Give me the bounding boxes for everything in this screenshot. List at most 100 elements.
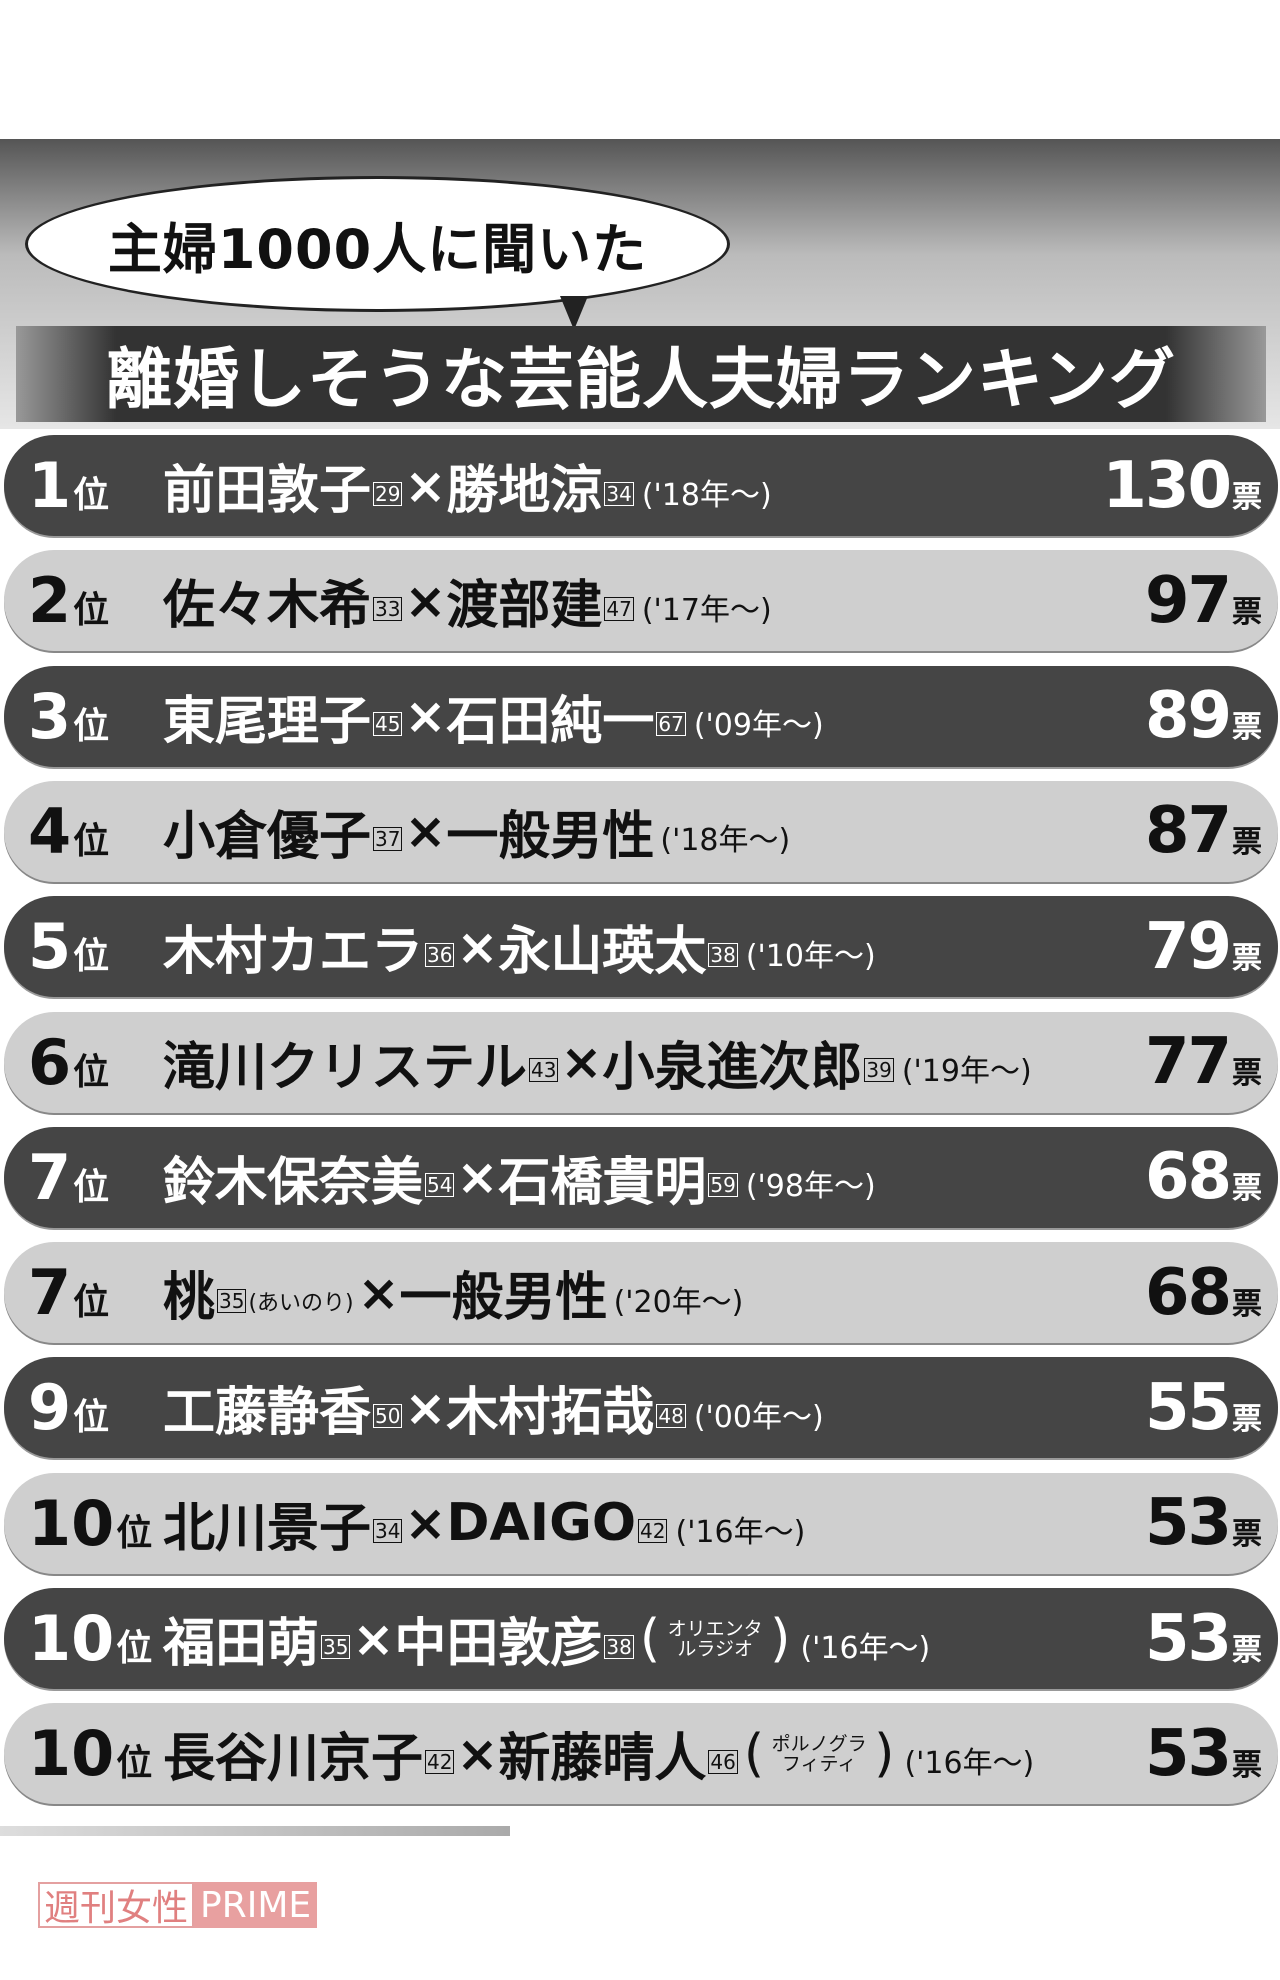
couple: 北川景子 34 × DAIGO 42 ('16年〜) <box>163 1486 1145 1561</box>
vote-count: 53 <box>1144 1601 1232 1676</box>
married-since: ('20年〜) <box>613 1284 744 1320</box>
votes: 77 票 <box>1145 1025 1262 1099</box>
rank-unit: 位 <box>116 1512 153 1554</box>
ranking-row: 4 位小倉優子 37 × 一般男性 ('18年〜) 87 票 <box>4 780 1278 882</box>
ranking-row: 5 位木村カエラ 36 × 永山瑛太 38 ('10年〜) 79 票 <box>4 896 1278 998</box>
vote-unit: 票 <box>1232 1517 1262 1553</box>
rank-number: 10 <box>28 1486 115 1560</box>
rank-number: 2 <box>28 564 72 638</box>
rank-number: 9 <box>28 1371 72 1445</box>
vote-count: 97 <box>1144 563 1232 638</box>
vote-unit: 票 <box>1232 1056 1262 1091</box>
votes: 79 票 <box>1145 910 1262 984</box>
wife-age: 45 <box>373 712 403 737</box>
husband-name: 木村拓哉 <box>446 1383 655 1444</box>
husband-name: 中田敦彦 <box>394 1614 603 1674</box>
couple: 滝川クリステル 43 × 小泉進次郎 39 ('19年〜) <box>163 1025 1145 1100</box>
votes: 53 票 <box>1145 1602 1262 1676</box>
wife-age: 33 <box>373 596 403 621</box>
married-since: ('18年〜) <box>641 477 772 513</box>
married-since: ('00年〜) <box>693 1399 824 1435</box>
married-since: ('10年〜) <box>745 938 876 974</box>
couple: 工藤静香 50 × 木村拓哉 48 ('00年〜) <box>163 1370 1145 1445</box>
rank-unit: 位 <box>73 1282 110 1324</box>
rank-number: 1 <box>28 449 72 522</box>
husband-name: 渡部建 <box>446 576 603 637</box>
separator: × <box>404 802 447 861</box>
married-since: ('18年〜) <box>660 823 791 859</box>
vote-count: 130 <box>1102 448 1232 523</box>
vote-count: 79 <box>1144 909 1232 984</box>
wife-age: 35 <box>321 1634 351 1659</box>
separator: × <box>456 1148 499 1207</box>
vote-unit: 票 <box>1232 1747 1262 1783</box>
husband-name: 小泉進次郎 <box>602 1037 863 1098</box>
ranking-row: 2 位佐々木希 33 × 渡部建 47 ('17年〜) 97 票 <box>4 550 1278 652</box>
rank-number: 5 <box>28 910 72 984</box>
husband-age: 42 <box>638 1519 668 1544</box>
husband-name: 永山瑛太 <box>498 922 707 983</box>
separator: × <box>404 1494 447 1553</box>
rank-unit: 位 <box>73 705 110 747</box>
vote-unit: 票 <box>1232 1401 1262 1437</box>
rank-unit: 位 <box>73 590 110 632</box>
vote-unit: 票 <box>1232 594 1262 630</box>
husband-age: 34 <box>604 481 634 506</box>
paren: ( <box>743 1723 765 1784</box>
wife-age: 50 <box>373 1403 403 1428</box>
votes: 53 票 <box>1145 1486 1262 1560</box>
wife-name: 桃 <box>163 1268 216 1329</box>
couple: 小倉優子 37 × 一般男性 ('18年〜) <box>163 794 1145 869</box>
ranking-row: 3 位東尾理子 45 × 石田純一 67 ('09年〜) 89 票 <box>4 665 1278 767</box>
married-since: ('17年〜) <box>641 592 772 628</box>
wife-age: 43 <box>529 1058 559 1082</box>
husband-name: 勝地涼 <box>446 461 603 521</box>
husband-age: 48 <box>656 1403 686 1428</box>
couple: 東尾理子 45 × 石田純一 67 ('09年〜) <box>163 679 1145 754</box>
vote-unit: 票 <box>1232 940 1262 976</box>
wife-age: 54 <box>425 1173 455 1198</box>
vote-count: 77 <box>1144 1025 1232 1099</box>
wife-name: 滝川クリステル <box>163 1037 528 1098</box>
wife-name: 福田萌 <box>163 1614 320 1674</box>
husband-age: 47 <box>604 596 634 621</box>
rank-number: 7 <box>28 1256 72 1330</box>
married-since: ('16年〜) <box>904 1745 1035 1781</box>
wife-name: 工藤静香 <box>163 1383 372 1444</box>
vote-count: 68 <box>1144 1140 1232 1215</box>
wife-age: 36 <box>425 942 455 967</box>
votes: 53 票 <box>1145 1717 1262 1791</box>
paren: ( <box>639 1608 661 1669</box>
rank: 10 位 <box>28 1487 163 1560</box>
rank-number: 4 <box>28 794 72 868</box>
wife-name: 長谷川京子 <box>163 1729 424 1790</box>
speech-bubble: 主婦1000人に聞いた <box>25 176 730 312</box>
separator: × <box>456 1724 499 1783</box>
husband-age: 39 <box>864 1058 894 1082</box>
votes: 55 票 <box>1145 1371 1262 1445</box>
votes: 68 票 <box>1145 1140 1262 1214</box>
married-since: ('19年〜) <box>901 1054 1032 1089</box>
couple: 長谷川京子 42 × 新藤晴人 46(ポルノグラフィティ) ('16年〜) <box>163 1716 1145 1791</box>
wife-name: 前田敦子 <box>163 461 372 521</box>
husband-name: 新藤晴人 <box>498 1729 707 1790</box>
paren: ) <box>770 1608 791 1669</box>
vote-count: 55 <box>1144 1370 1232 1445</box>
vote-count: 89 <box>1144 679 1232 754</box>
vote-unit: 票 <box>1232 825 1262 861</box>
husband-name: 一般男性 <box>446 806 655 867</box>
votes: 89 票 <box>1145 679 1262 753</box>
wife-age: 29 <box>373 481 403 506</box>
husband-age: 59 <box>708 1173 738 1198</box>
couple: 鈴木保奈美 54 × 石橋貴明 59 ('98年〜) <box>163 1140 1145 1215</box>
votes: 130 票 <box>1102 449 1262 523</box>
rank-unit: 位 <box>73 1166 110 1208</box>
ranking-row: 7 位桃 35 (あいのり) × 一般男性 ('20年〜) 68 票 <box>4 1242 1278 1344</box>
wife-name: 小倉優子 <box>163 806 372 867</box>
couple: 桃 35 (あいのり) × 一般男性 ('20年〜) <box>163 1255 1145 1330</box>
